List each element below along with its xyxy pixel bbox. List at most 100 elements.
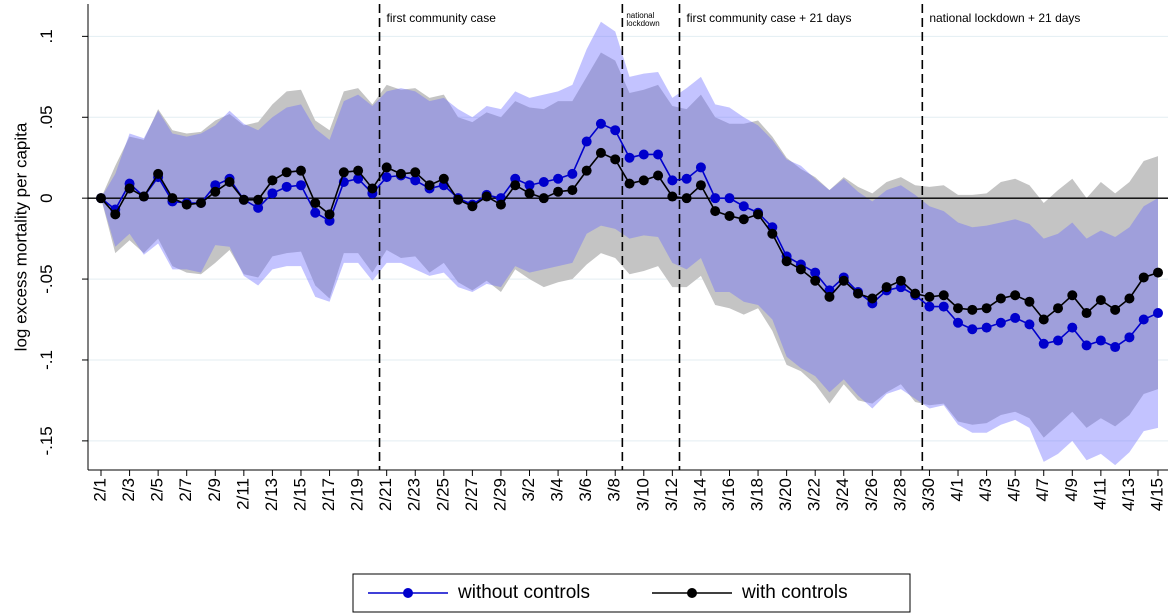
x-tick-label: 2/19	[348, 478, 367, 511]
data-point	[195, 198, 206, 209]
x-tick-label: 2/25	[433, 478, 452, 511]
data-point	[353, 165, 364, 176]
data-point	[1067, 322, 1078, 333]
x-tick-label: 2/27	[462, 478, 481, 511]
data-point	[610, 125, 621, 136]
data-point	[824, 291, 835, 302]
data-point	[281, 167, 292, 178]
x-tick-label: 3/2	[519, 478, 538, 502]
data-point	[667, 191, 678, 202]
event-label: first community case + 21 days	[686, 11, 851, 25]
data-point	[881, 282, 892, 293]
event-label: national	[626, 11, 654, 20]
data-point	[481, 191, 492, 202]
data-point	[1153, 267, 1163, 278]
data-point	[1095, 295, 1106, 306]
data-point	[710, 206, 721, 217]
event-label: first community case	[387, 11, 497, 25]
data-point	[967, 324, 978, 335]
data-point	[638, 175, 649, 186]
x-tick-label: 2/7	[176, 478, 195, 502]
data-point	[1138, 272, 1149, 283]
data-point	[167, 193, 178, 204]
data-point	[967, 304, 978, 315]
y-tick-label: .05	[37, 105, 56, 129]
y-tick-label: -.1	[37, 350, 56, 370]
data-point	[267, 175, 278, 186]
data-point	[1067, 290, 1078, 301]
data-point	[567, 168, 578, 179]
data-point	[524, 188, 535, 199]
data-point	[638, 149, 649, 160]
x-tick-label: 3/4	[548, 478, 567, 502]
data-point	[1110, 304, 1121, 315]
data-point	[767, 228, 778, 239]
data-point	[724, 193, 735, 204]
data-point	[553, 186, 564, 197]
data-point	[310, 198, 321, 209]
data-point	[595, 118, 606, 129]
data-point	[281, 181, 292, 192]
data-point	[938, 301, 949, 312]
data-point	[710, 193, 721, 204]
data-point	[410, 175, 421, 186]
data-point	[338, 167, 349, 178]
x-tick-label: 3/24	[833, 478, 852, 511]
data-point	[238, 194, 249, 205]
data-point	[538, 193, 549, 204]
x-tick-label: 3/18	[748, 478, 767, 511]
confidence-band	[101, 21, 1158, 466]
data-point	[995, 293, 1006, 304]
data-point	[995, 317, 1006, 328]
data-point	[781, 256, 792, 267]
y-tick-label: .1	[37, 29, 56, 43]
y-tick-label: -.15	[37, 426, 56, 455]
data-point	[1024, 319, 1035, 330]
data-point	[624, 152, 635, 163]
x-tick-label: 2/17	[319, 478, 338, 511]
data-point	[581, 136, 592, 147]
data-point	[467, 201, 478, 212]
data-point	[253, 202, 264, 213]
data-point	[810, 267, 821, 278]
data-point	[895, 275, 906, 286]
x-tick-label: 3/30	[919, 478, 938, 511]
data-point	[295, 165, 306, 176]
data-point	[681, 193, 692, 204]
data-point	[438, 173, 449, 184]
data-point	[1081, 308, 1092, 319]
data-point	[224, 176, 235, 187]
y-axis-title: log excess mortality per capita	[11, 122, 30, 351]
data-point	[1095, 335, 1106, 346]
y-tick-label: -.05	[37, 264, 56, 293]
data-point	[695, 162, 706, 173]
data-point	[624, 178, 635, 189]
data-point	[353, 173, 364, 184]
data-point	[1053, 303, 1064, 314]
data-point	[567, 185, 578, 196]
y-tick-label: 0	[37, 193, 56, 202]
data-point	[395, 168, 406, 179]
data-point	[310, 207, 321, 218]
data-point	[981, 303, 992, 314]
data-point	[738, 214, 749, 225]
data-point	[595, 147, 606, 158]
data-point	[295, 180, 306, 191]
data-point	[1110, 342, 1121, 353]
data-point	[1124, 332, 1135, 343]
x-tick-label: 2/5	[148, 478, 167, 502]
data-point	[610, 154, 621, 165]
data-point	[495, 199, 506, 210]
x-tick-label: 4/7	[1033, 478, 1052, 502]
data-point	[1053, 335, 1064, 346]
x-tick-label: 3/6	[576, 478, 595, 502]
data-point	[1038, 314, 1049, 325]
event-label: lockdown	[626, 19, 659, 28]
data-point	[1010, 290, 1021, 301]
data-point	[653, 170, 664, 181]
data-point	[738, 201, 749, 212]
data-point	[981, 322, 992, 333]
x-tick-label: 3/12	[662, 478, 681, 511]
data-point	[910, 288, 921, 299]
